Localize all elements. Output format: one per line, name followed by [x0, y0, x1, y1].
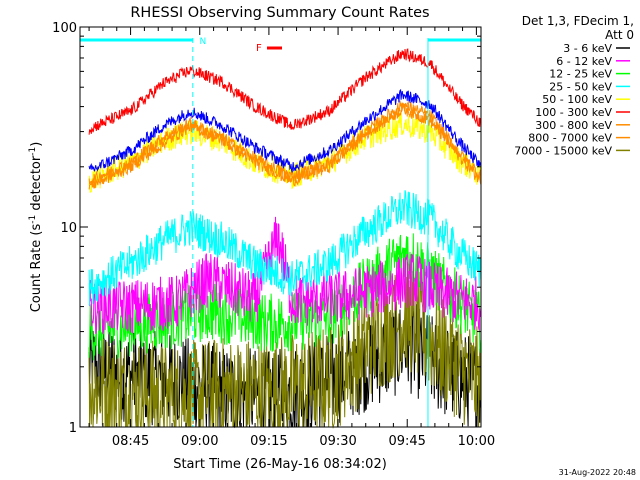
- series-line-5: [88, 48, 482, 135]
- flare-label: F: [256, 43, 262, 54]
- legend-header-2: Att 0: [605, 28, 634, 42]
- series-line-8: [88, 261, 482, 429]
- y-tick-label-1: 10: [60, 221, 77, 236]
- legend-label-7: 800 - 7000 keV: [528, 132, 612, 145]
- legend-label-4: 50 - 100 keV: [542, 93, 612, 106]
- legend-label-3: 25 - 50 keV: [549, 80, 612, 93]
- x-tick-label-1: 09:00: [181, 434, 218, 449]
- legend-label-5: 100 - 300 keV: [535, 106, 612, 119]
- series-line-6: [88, 103, 482, 190]
- legend-label-2: 12 - 25 keV: [549, 68, 612, 81]
- x-axis-label: Start Time (26-May-16 08:34:02): [173, 457, 387, 472]
- legend-label-8: 7000 - 15000 keV: [514, 144, 612, 157]
- series-line-blue: [88, 88, 482, 173]
- series-layer: [88, 48, 482, 429]
- x-tick-label-2: 09:15: [250, 434, 287, 449]
- x-tick-label-5: 10:00: [458, 434, 495, 449]
- legend-label-6: 300 - 800 keV: [535, 119, 612, 132]
- series-line-3: [88, 190, 482, 306]
- legend-header-1: Det 1,3, FDecim 1,: [522, 14, 634, 28]
- series-line-2: [88, 233, 482, 361]
- tick-layer: 08:45 09:00 09:15 09:30 09:45 10:00 100 10 1: [52, 21, 495, 449]
- legend-label-1: 6 - 12 keV: [556, 55, 612, 68]
- x-tick-label-3: 09:30: [319, 434, 356, 449]
- y-axis-label: Count Rate (s-1 detector-1): [28, 142, 44, 313]
- legend-label-0: 3 - 6 keV: [563, 42, 612, 55]
- footer-timestamp: 31-Aug-2022 20:48: [559, 468, 636, 477]
- y-tick-label-2: 1: [69, 421, 77, 436]
- y-tick-label-0: 100: [52, 21, 77, 36]
- chart-title: RHESSI Observing Summary Count Rates: [130, 5, 429, 21]
- x-tick-label-0: 08:45: [112, 434, 149, 449]
- x-tick-label-4: 09:45: [388, 434, 425, 449]
- night-label: N: [199, 37, 206, 47]
